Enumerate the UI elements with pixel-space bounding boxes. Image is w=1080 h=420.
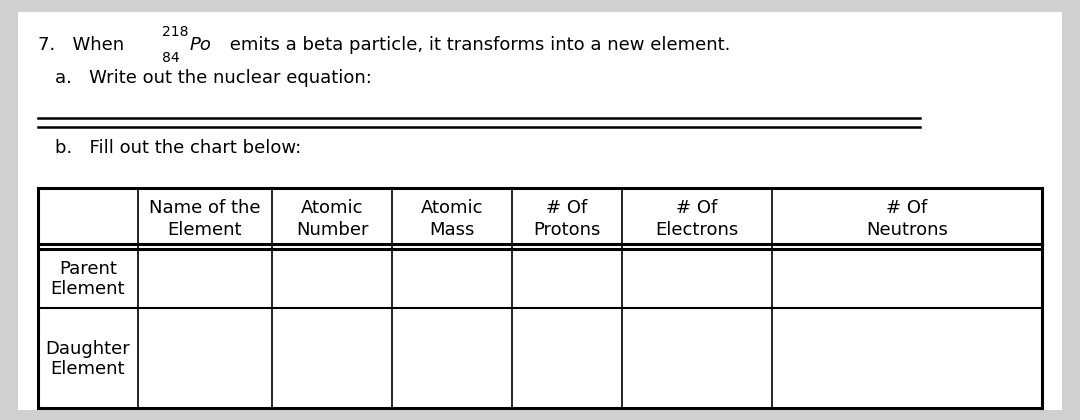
- Text: Po: Po: [190, 36, 212, 54]
- Text: Name of the: Name of the: [149, 199, 260, 217]
- Text: Neutrons: Neutrons: [866, 221, 948, 239]
- Text: Element: Element: [51, 360, 125, 378]
- Text: # Of: # Of: [676, 199, 717, 217]
- Text: Element: Element: [167, 221, 242, 239]
- Text: Atomic: Atomic: [421, 199, 483, 217]
- Text: Number: Number: [296, 221, 368, 239]
- Text: Parent: Parent: [59, 260, 117, 278]
- Text: b.   Fill out the chart below:: b. Fill out the chart below:: [55, 139, 301, 157]
- Text: 84: 84: [162, 51, 179, 65]
- Text: Electrons: Electrons: [656, 221, 739, 239]
- Text: 7.   When: 7. When: [38, 36, 130, 54]
- Text: 218: 218: [162, 25, 189, 39]
- Text: Protons: Protons: [534, 221, 600, 239]
- Text: Atomic: Atomic: [300, 199, 363, 217]
- Text: Element: Element: [51, 280, 125, 298]
- Text: Daughter: Daughter: [45, 340, 131, 358]
- FancyBboxPatch shape: [18, 12, 1062, 410]
- Text: # Of: # Of: [546, 199, 588, 217]
- Text: a.   Write out the nuclear equation:: a. Write out the nuclear equation:: [55, 69, 372, 87]
- Text: Mass: Mass: [430, 221, 475, 239]
- Text: emits a beta particle, it transforms into a new element.: emits a beta particle, it transforms int…: [224, 36, 730, 54]
- Text: # Of: # Of: [887, 199, 928, 217]
